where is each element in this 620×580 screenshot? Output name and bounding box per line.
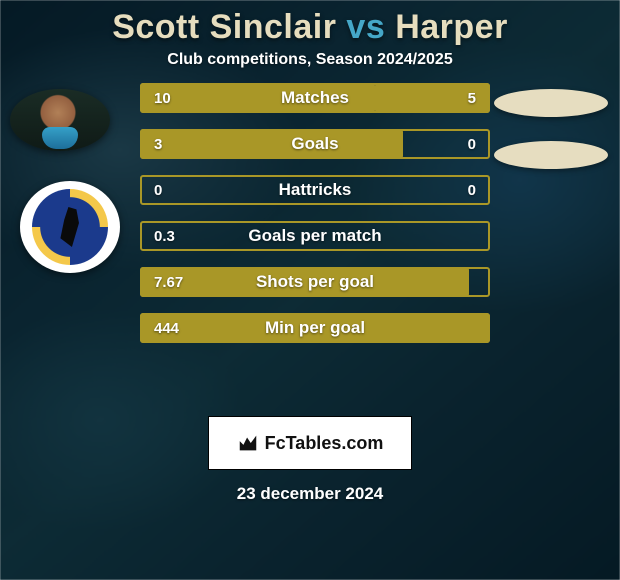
- main-area: Matches105 Goals30 Hattricks00 Goals per ma…: [0, 69, 620, 580]
- title-vs: vs: [346, 8, 385, 46]
- club-crest: [20, 181, 120, 273]
- stat-row: Goals30: [140, 129, 490, 159]
- stat-row: Hattricks00: [140, 175, 490, 205]
- branding-box[interactable]: FcTables.com: [208, 416, 412, 470]
- page-title: Scott Sinclair vs Harper: [112, 8, 508, 47]
- title-player1: Scott Sinclair: [112, 8, 336, 46]
- stat-row: Goals per match0.3: [140, 221, 490, 251]
- title-player2: Harper: [395, 8, 508, 46]
- stat-track: [140, 175, 490, 205]
- stat-bars: Matches105 Goals30 Hattricks00 Goals per ma…: [140, 83, 490, 359]
- stat-row: Min per goal444: [140, 313, 490, 343]
- branding-icon: [237, 432, 259, 454]
- stat-track: [140, 221, 490, 251]
- date-label: 23 december 2024: [0, 484, 620, 504]
- stat-row: Matches105: [140, 83, 490, 113]
- stat-row: Shots per goal7.67: [140, 267, 490, 297]
- right-oval-1: [494, 89, 608, 117]
- player-avatar: [10, 89, 110, 151]
- crest-icon: [32, 189, 108, 265]
- stat-left-fill: [140, 83, 375, 113]
- right-oval-2: [494, 141, 608, 169]
- stat-left-fill: [140, 267, 469, 297]
- stat-left-fill: [140, 313, 490, 343]
- stat-left-fill: [140, 129, 403, 159]
- content-root: Scott Sinclair vs Harper Club competitio…: [0, 0, 620, 580]
- branding-text: FcTables.com: [265, 433, 384, 454]
- stat-right-fill: [375, 83, 491, 113]
- subtitle: Club competitions, Season 2024/2025: [167, 51, 452, 69]
